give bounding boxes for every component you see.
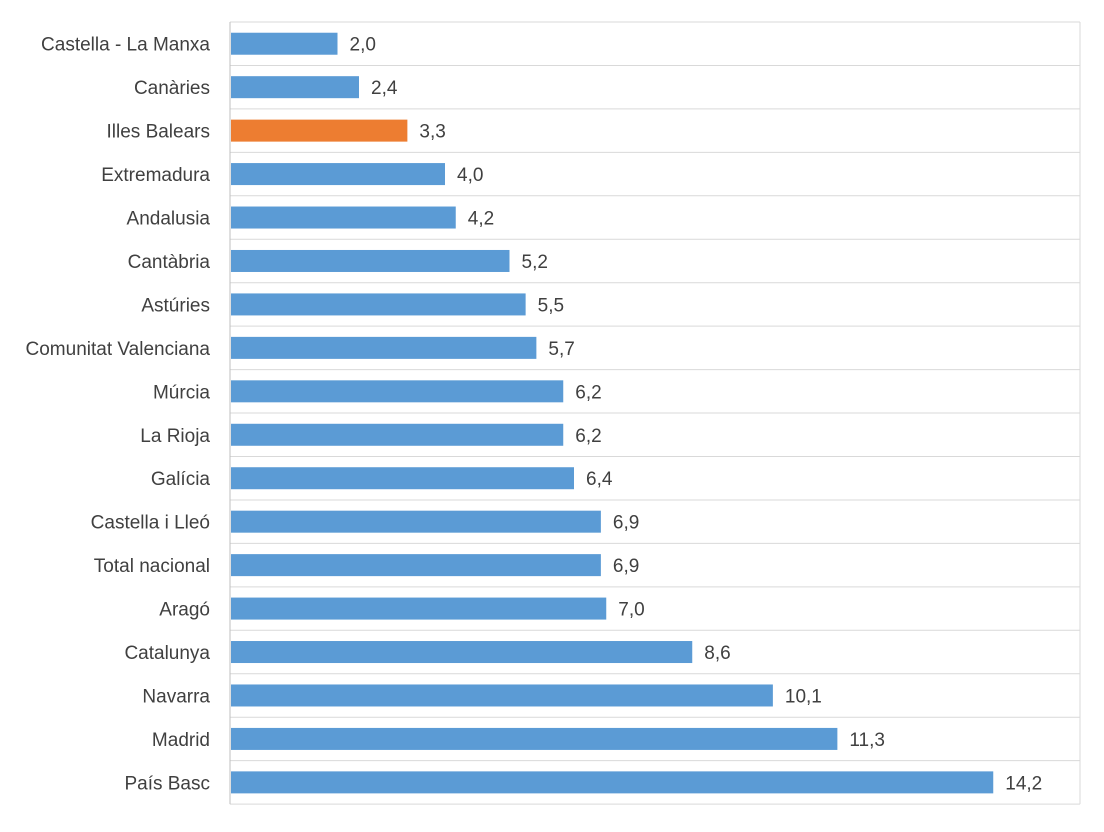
- bar: [231, 293, 526, 316]
- bar: [231, 249, 510, 272]
- bar: [231, 380, 564, 403]
- category-label: Aragó: [159, 600, 210, 621]
- data-label: 11,3: [849, 730, 885, 751]
- bar: [231, 597, 607, 620]
- bar: [231, 76, 359, 99]
- bar: [231, 727, 838, 750]
- data-label: 6,9: [613, 556, 639, 577]
- category-label: Total nacional: [94, 556, 210, 577]
- category-label: Cantàbria: [128, 252, 211, 273]
- data-label: 5,5: [538, 295, 564, 316]
- bar-highlighted: [231, 119, 408, 142]
- bar: [231, 641, 693, 664]
- category-label: Navarra: [142, 686, 210, 707]
- data-label: 5,2: [522, 252, 548, 273]
- data-label: 2,0: [350, 35, 376, 56]
- bar: [231, 32, 338, 55]
- category-label: Madrid: [152, 730, 210, 751]
- category-label: Andalusia: [127, 209, 211, 230]
- data-label: 5,7: [548, 339, 574, 360]
- data-label: 4,2: [468, 209, 494, 230]
- category-label: Castella i Lleó: [91, 513, 210, 534]
- bars: [231, 32, 994, 794]
- data-label: 6,2: [575, 382, 601, 403]
- bar: [231, 684, 773, 707]
- data-label: 2,4: [371, 78, 398, 99]
- category-label: Illes Balears: [107, 122, 211, 143]
- data-label: 4,0: [457, 165, 483, 186]
- category-label: Castella - La Manxa: [41, 35, 210, 56]
- category-labels: Castella - La Manxa Canàries Illes Balears…: [26, 35, 211, 795]
- data-label: 3,3: [419, 122, 445, 143]
- category-label: País Basc: [124, 773, 210, 794]
- data-label: 10,1: [785, 686, 822, 707]
- data-label: 14,2: [1005, 773, 1042, 794]
- category-label: Extremadura: [101, 165, 210, 186]
- category-label: Canàries: [134, 78, 210, 99]
- bar: [231, 206, 456, 229]
- category-label: Múrcia: [153, 382, 210, 403]
- gridlines: [229, 21, 1081, 805]
- data-labels: 2,0 2,4 3,3 4,0 4,2 5,2 5,5 5,7 6,2 6,2 6,4 6,9 6,9 7…: [350, 35, 1043, 795]
- bar: [231, 771, 994, 794]
- bar: [231, 423, 564, 446]
- data-label: 6,2: [575, 426, 601, 447]
- bar: [231, 163, 445, 186]
- bar: [231, 554, 601, 577]
- data-label: 8,6: [704, 643, 730, 664]
- category-label: La Rioja: [140, 426, 210, 447]
- bar: [231, 336, 537, 359]
- category-label: Astúries: [141, 295, 210, 316]
- data-label: 6,4: [586, 469, 613, 490]
- category-label: Catalunya: [124, 643, 210, 664]
- bar: [231, 467, 574, 490]
- data-label: 7,0: [618, 600, 644, 621]
- category-label: Comunitat Valenciana: [26, 339, 211, 360]
- category-label: Galícia: [151, 469, 211, 490]
- bar: [231, 510, 601, 533]
- data-label: 6,9: [613, 513, 639, 534]
